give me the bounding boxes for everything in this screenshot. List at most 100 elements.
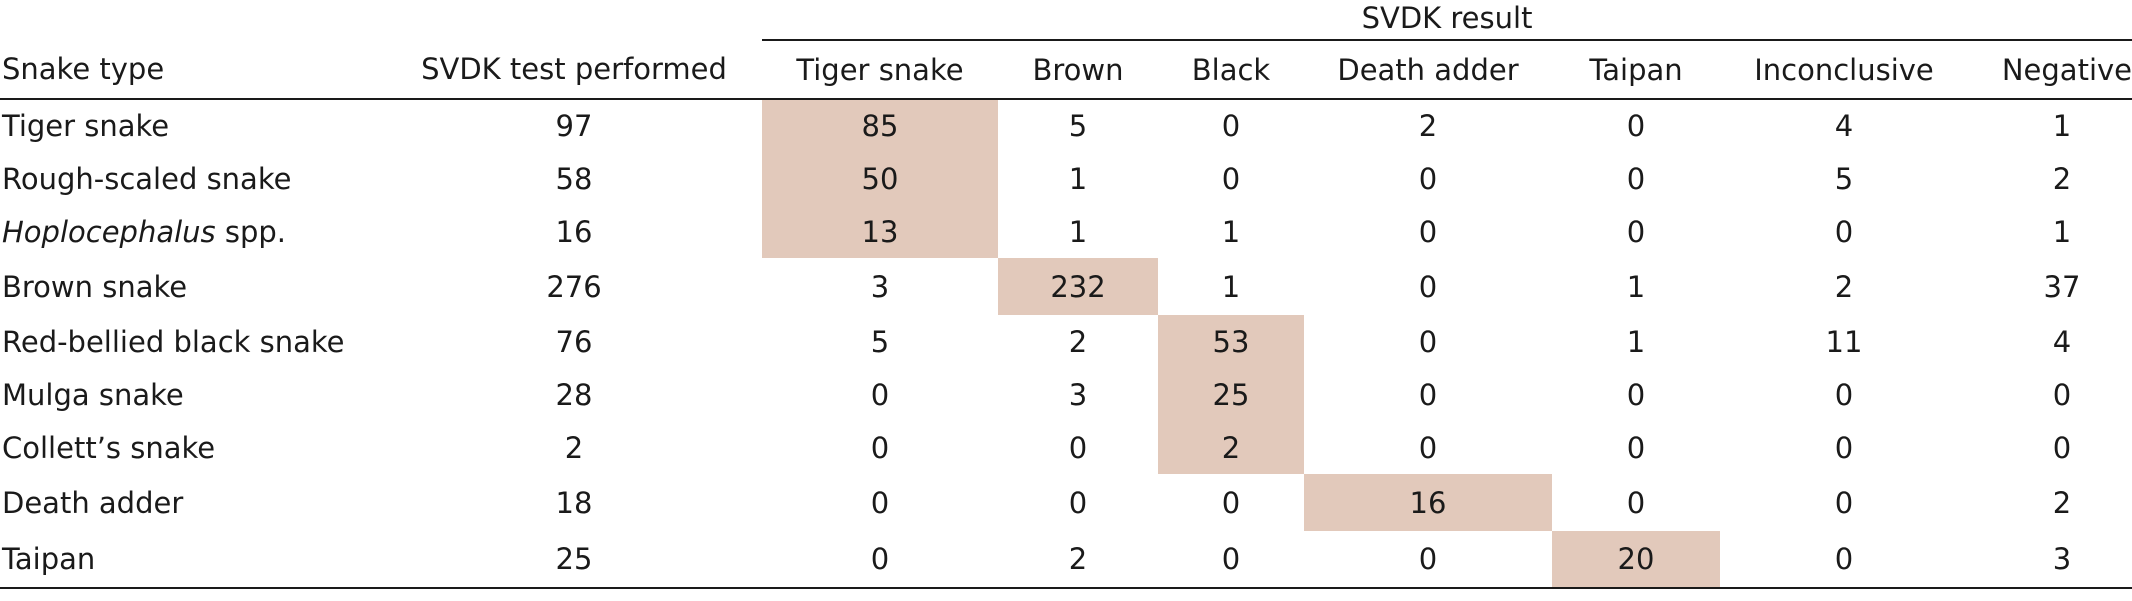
column-header-negative: Negative [1968,40,2132,100]
result-cell: 1 [2052,109,2072,143]
result-cell: 0 [870,377,890,412]
snake-type-name: Rough-scaled snake [2,161,292,196]
result-cell: 0 [1834,214,1854,249]
table-row: Rough-scaled snake 58 50 1 0 0 0 5 2 [0,152,2132,205]
empty-header-cell [386,0,762,40]
table-row: Taipan 25 0 2 0 0 20 0 3 [0,531,2132,589]
result-cell: 2 [1068,324,1088,359]
test-performed-cell: 18 [555,485,593,520]
snake-type-name: Collett’s snake [2,430,216,465]
result-cell: 0 [1418,161,1438,196]
snake-type-cell: Death adder [0,474,386,531]
result-cell: 232 [998,258,1158,315]
test-performed-cell: 28 [555,377,593,412]
empty-header-cell [0,0,386,40]
result-cell: 0 [1068,430,1088,465]
result-cell: 5 [1834,161,1854,196]
result-cell: 50 [762,152,998,205]
result-cell: 0 [1626,214,1646,249]
svdk-result-group-header: SVDK result [762,0,2132,41]
result-cell: 0 [1418,214,1438,249]
result-cell: 4 [2052,324,2072,359]
group-header-row: SVDK result [0,0,2132,41]
snake-type-name: Taipan [2,542,96,576]
result-cell: 5 [1068,109,1088,143]
result-cell: 0 [870,430,890,465]
result-cell: 2 [1834,269,1854,304]
snake-type-name: Mulga snake [2,377,184,412]
result-cell: 1 [1221,269,1241,304]
result-cell: 0 [1834,377,1854,412]
test-performed-cell: 16 [555,214,593,249]
result-cell: 1 [1626,269,1646,304]
table-row: Tiger snake 97 85 5 0 2 0 4 1 [0,99,2132,152]
result-cell: 0 [1626,161,1646,196]
column-header-snake-type: Snake type [0,40,386,100]
column-header-tiger-snake: Tiger snake [762,40,998,100]
result-cell: 0 [1418,377,1438,412]
result-cell: 0 [762,531,998,589]
result-cell: 1 [1068,161,1088,196]
table-row: Hoplocephalus spp. 16 13 1 1 0 0 0 1 [0,205,2132,258]
result-cell: 0 [1221,109,1241,143]
result-cell: 0 [1221,161,1241,196]
test-performed-cell: 97 [555,109,593,143]
result-cell: 0 [1834,485,1854,520]
result-cell: 2 [1418,109,1438,143]
result-cell: 85 [762,99,998,152]
result-cell: 1 [2052,214,2072,249]
result-cell: 2 [1158,421,1304,474]
result-cell: 4 [1834,109,1854,143]
snake-type-name: Red-bellied black snake [2,324,345,359]
snake-type-cell: Tiger snake [0,99,386,152]
snake-type-cell: Hoplocephalus spp. [0,205,386,258]
result-cell: 53 [1158,315,1304,368]
result-cell: 0 [1834,430,1854,465]
snake-type-name-suffix: spp. [215,214,287,249]
snake-type-cell: Red-bellied black snake [0,315,386,368]
result-cell: 5 [870,324,890,359]
result-cell: 0 [1304,531,1552,589]
result-cell: 25 [1158,368,1304,421]
column-header-inconclusive: Inconclusive [1720,40,1968,100]
column-header-svdk-test-performed: SVDK test performed [386,40,762,100]
snake-type-cell: Collett’s snake [0,421,386,474]
result-cell: 0 [1068,485,1088,520]
result-cell: 3 [1068,377,1088,412]
table-row: Red-bellied black snake 76 5 2 53 0 1 11 4 [0,315,2132,368]
result-cell: 13 [762,205,998,258]
column-header-black: Black [1158,40,1304,100]
result-cell: 1 [1221,214,1241,249]
table-row: Mulga snake 28 0 3 25 0 0 0 0 [0,368,2132,421]
result-cell: 20 [1552,531,1720,589]
test-performed-cell: 58 [555,161,593,196]
result-cell: 2 [2052,161,2072,196]
result-cell: 0 [1221,485,1241,520]
table-row: Brown snake 276 3 232 1 0 1 2 37 [0,258,2132,315]
result-cell: 2 [998,531,1158,589]
test-performed-cell: 25 [386,531,762,589]
result-cell: 2 [2052,485,2072,520]
table-row: Death adder 18 0 0 0 16 0 0 2 [0,474,2132,531]
result-cell: 0 [1720,531,1968,589]
result-cell: 1 [1626,324,1646,359]
result-cell: 0 [2052,377,2072,412]
result-cell: 0 [1418,324,1438,359]
snake-type-cell: Rough-scaled snake [0,152,386,205]
result-cell: 0 [1626,109,1646,143]
test-performed-cell: 276 [546,269,602,304]
result-cell: 1 [1068,214,1088,249]
column-header-row: Snake type SVDK test performed Tiger sna… [0,40,2132,100]
snake-type-name: Tiger snake [2,109,170,143]
result-cell: 16 [1304,474,1552,531]
result-cell: 0 [1158,531,1304,589]
result-cell: 11 [1825,324,1863,359]
snake-type-cell: Brown snake [0,258,386,315]
result-cell: 0 [1626,430,1646,465]
result-cell: 0 [1626,485,1646,520]
test-performed-cell: 2 [564,430,584,465]
result-cell: 3 [1968,531,2132,589]
result-cell: 37 [2043,269,2081,304]
snake-type-name: Hoplocephalus [2,214,216,249]
